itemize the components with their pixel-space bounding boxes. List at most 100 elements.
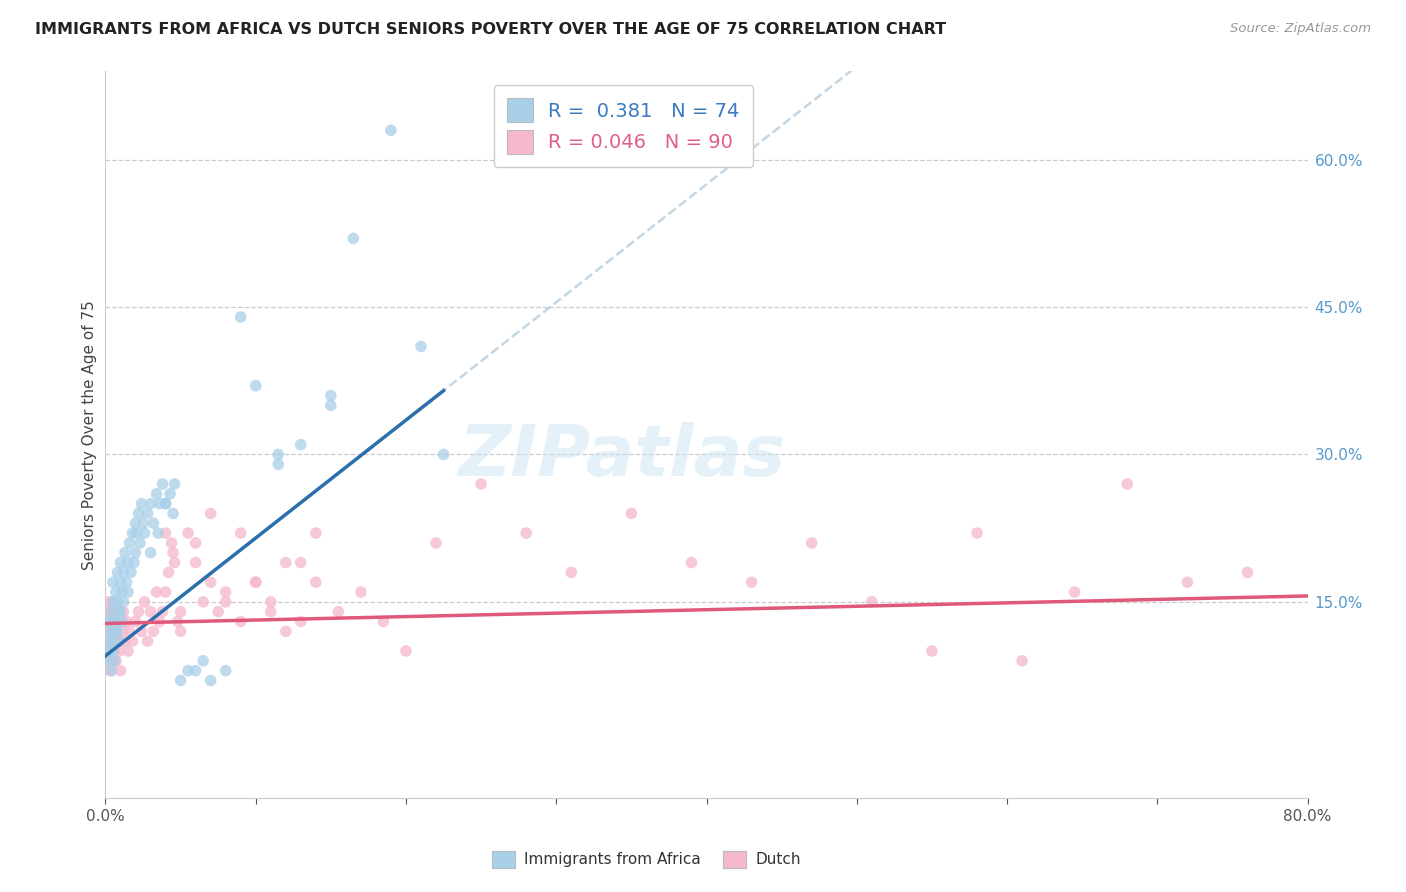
Point — [274, 624, 297, 639]
Point — [125, 526, 148, 541]
Point — [111, 615, 134, 629]
Point — [245, 575, 267, 590]
Point — [260, 605, 283, 619]
Point — [112, 566, 135, 580]
Point — [160, 536, 183, 550]
Point — [97, 595, 120, 609]
Point — [229, 615, 252, 629]
Text: IMMIGRANTS FROM AFRICA VS DUTCH SENIORS POVERTY OVER THE AGE OF 75 CORRELATION C: IMMIGRANTS FROM AFRICA VS DUTCH SENIORS … — [35, 22, 946, 37]
Point — [104, 624, 127, 639]
Point — [200, 575, 222, 590]
Point — [108, 644, 131, 658]
Point — [139, 605, 162, 619]
Point — [100, 634, 122, 648]
Point — [98, 624, 121, 639]
Point — [131, 624, 153, 639]
Point — [122, 556, 145, 570]
Point — [152, 605, 174, 619]
Point — [146, 526, 169, 541]
Point — [103, 624, 125, 639]
Point — [98, 615, 121, 629]
Text: ZIPatlas: ZIPatlas — [458, 422, 786, 491]
Point — [108, 634, 131, 648]
Point — [107, 624, 129, 639]
Point — [107, 566, 129, 580]
Point — [155, 497, 177, 511]
Point — [155, 526, 177, 541]
Point — [515, 526, 537, 541]
Point — [214, 595, 236, 609]
Point — [139, 497, 162, 511]
Point — [166, 615, 188, 629]
Point — [290, 615, 312, 629]
Point — [110, 605, 132, 619]
Point — [741, 575, 763, 590]
Point — [1236, 566, 1258, 580]
Point — [101, 595, 124, 609]
Point — [169, 624, 191, 639]
Point — [245, 575, 267, 590]
Point — [260, 595, 283, 609]
Point — [157, 566, 180, 580]
Point — [1175, 575, 1198, 590]
Point — [966, 526, 988, 541]
Point — [136, 634, 159, 648]
Point — [1063, 585, 1085, 599]
Point — [128, 605, 150, 619]
Point — [148, 497, 170, 511]
Point — [107, 595, 129, 609]
Point — [921, 644, 943, 658]
Point — [145, 585, 167, 599]
Point — [409, 339, 432, 353]
Point — [103, 654, 125, 668]
Point — [191, 654, 214, 668]
Point — [117, 556, 139, 570]
Point — [162, 507, 184, 521]
Point — [152, 477, 174, 491]
Point — [115, 615, 138, 629]
Point — [121, 526, 143, 541]
Point — [560, 566, 582, 580]
Point — [101, 624, 124, 639]
Point — [290, 556, 312, 570]
Point — [128, 507, 150, 521]
Point — [350, 585, 373, 599]
Point — [110, 615, 132, 629]
Point — [134, 526, 156, 541]
Point — [169, 673, 191, 688]
Point — [111, 585, 134, 599]
Point — [101, 615, 124, 629]
Point — [229, 310, 252, 324]
Point — [132, 516, 155, 531]
Point — [101, 644, 124, 658]
Point — [1011, 654, 1033, 668]
Point — [142, 516, 165, 531]
Point — [177, 664, 200, 678]
Point — [342, 231, 364, 245]
Point — [96, 605, 118, 619]
Point — [110, 556, 132, 570]
Point — [380, 123, 402, 137]
Point — [155, 497, 177, 511]
Point — [214, 664, 236, 678]
Point — [207, 605, 229, 619]
Point — [96, 634, 118, 648]
Y-axis label: Seniors Poverty Over the Age of 75: Seniors Poverty Over the Age of 75 — [82, 300, 97, 570]
Text: Source: ZipAtlas.com: Source: ZipAtlas.com — [1230, 22, 1371, 36]
Point — [107, 605, 129, 619]
Point — [98, 664, 121, 678]
Point — [101, 575, 124, 590]
Point — [425, 536, 447, 550]
Point — [124, 516, 146, 531]
Point — [100, 605, 122, 619]
Point — [101, 595, 124, 609]
Point — [267, 458, 290, 472]
Point — [305, 526, 328, 541]
Point — [100, 605, 122, 619]
Point — [104, 654, 127, 668]
Point — [97, 654, 120, 668]
Point — [142, 624, 165, 639]
Point — [108, 605, 131, 619]
Point — [373, 615, 395, 629]
Point — [110, 634, 132, 648]
